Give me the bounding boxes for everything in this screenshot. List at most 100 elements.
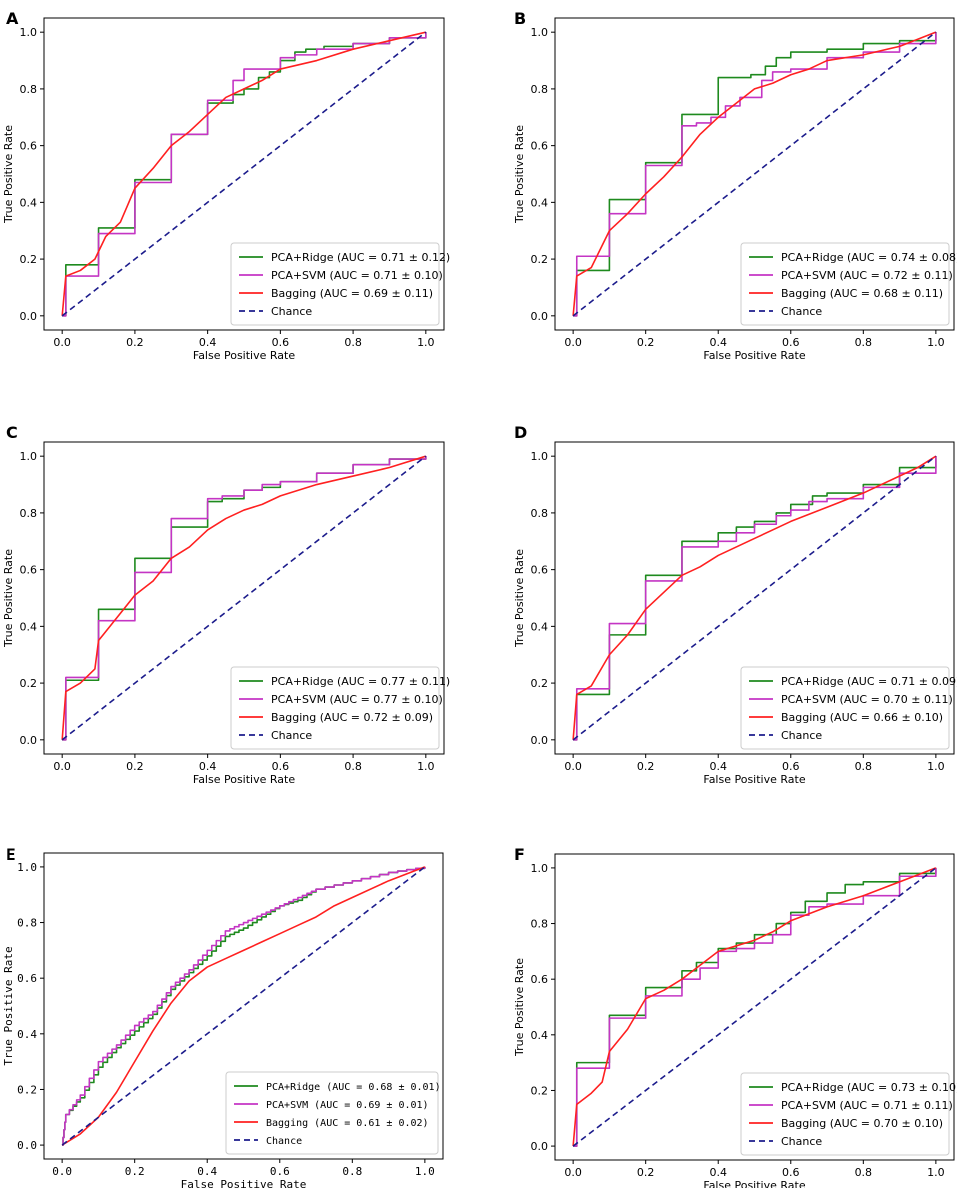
x-tick-label: 0.2 xyxy=(637,760,655,773)
legend-label: Bagging (AUC = 0.68 ± 0.11) xyxy=(781,287,943,300)
series-line-chance xyxy=(572,867,937,1147)
x-tick-label: 0.8 xyxy=(344,336,362,349)
y-tick-label: 0.6 xyxy=(20,140,38,153)
legend-box xyxy=(225,1071,439,1155)
panel-label: E xyxy=(6,845,16,864)
x-axis-label: False Positive Rate xyxy=(703,1179,805,1188)
series-line-magenta xyxy=(62,866,426,1146)
series-line-red xyxy=(572,867,937,1147)
x-tick-label: 0.8 xyxy=(855,336,873,349)
roc-panel-d: D 0.0 0.2 0.4 0.6 0.8 1.0 0.0 0.2 0.4 0.6 0.8 1.0 Fal… xyxy=(513,423,957,786)
y-tick-label: 0.2 xyxy=(531,1084,549,1097)
y-tick-label: 1.0 xyxy=(531,450,549,463)
legend-label: Chance xyxy=(266,1136,302,1147)
y-tick-label: 0.4 xyxy=(20,196,38,209)
y-tick-label: 0.0 xyxy=(20,734,38,747)
x-tick-label: 0.8 xyxy=(855,1166,873,1179)
legend-label: PCA+SVM (AUC = 0.71 ± 0.11) xyxy=(781,1099,953,1112)
axes-frame xyxy=(43,17,445,331)
y-tick-label: 1.0 xyxy=(17,861,37,874)
series-line-red xyxy=(61,866,426,1146)
x-tick-label: 0.6 xyxy=(782,760,800,773)
x-tick-label: 0.2 xyxy=(126,336,144,349)
y-tick-label: 1.0 xyxy=(531,862,549,875)
y-axis-label: True Positive Rate xyxy=(2,946,15,1065)
panel-label: A xyxy=(6,9,19,28)
legend-label: PCA+Ridge (AUC = 0.68 ± 0.01) xyxy=(266,1082,441,1093)
series-line-magenta xyxy=(573,867,937,1147)
x-tick-label: 1.0 xyxy=(927,1166,945,1179)
x-tick-label: 0.4 xyxy=(197,1165,217,1178)
x-tick-label: 1.0 xyxy=(415,1165,435,1178)
legend-label: Bagging (AUC = 0.69 ± 0.11) xyxy=(271,287,433,300)
x-tick-label: 1.0 xyxy=(417,336,435,349)
y-axis-label: True Positive Rate xyxy=(513,125,526,224)
x-axis-label: False Positive Rate xyxy=(193,349,295,362)
legend-label: PCA+Ridge (AUC = 0.71 ± 0.09) xyxy=(781,675,957,688)
y-axis-label: True Positive Rate xyxy=(513,958,526,1057)
series-line-green xyxy=(62,32,427,317)
legend-box xyxy=(230,666,440,750)
series-line-chance xyxy=(572,455,937,741)
y-tick-label: 0.0 xyxy=(531,1140,549,1153)
y-tick-label: 0.4 xyxy=(17,1028,37,1041)
series-line-red xyxy=(572,455,937,740)
y-tick-label: 0.2 xyxy=(17,1083,37,1096)
legend: PCA+Ridge (AUC = 0.73 ± 0.10) PCA+SVM (AU… xyxy=(740,1072,957,1156)
legend: PCA+Ridge (AUC = 0.68 ± 0.01) PCA+SVM (AU… xyxy=(225,1071,441,1155)
legend-label: Chance xyxy=(781,305,822,318)
series-line-green xyxy=(573,32,937,317)
series-line-chance xyxy=(61,455,427,741)
legend-label: PCA+SVM (AUC = 0.71 ± 0.10) xyxy=(271,269,443,282)
series-line-chance xyxy=(572,31,937,317)
series-line-red xyxy=(61,455,427,740)
legend-box xyxy=(740,242,950,326)
y-tick-label: 0.8 xyxy=(531,507,549,520)
roc-panel-e: E 0.0 0.2 0.4 0.6 0.8 1.0 0.0 0.2 0.4 0.6 0.8 1.0 Fal… xyxy=(2,845,444,1188)
panel-label: B xyxy=(514,9,526,28)
y-tick-label: 0.6 xyxy=(20,564,38,577)
axes-frame xyxy=(43,852,444,1160)
legend-box xyxy=(740,666,950,750)
series-line-red xyxy=(572,31,937,316)
axes-frame xyxy=(554,441,955,755)
legend-box xyxy=(740,1072,950,1156)
axes-frame xyxy=(554,853,955,1161)
x-tick-label: 0.2 xyxy=(126,760,144,773)
x-tick-label: 0.4 xyxy=(199,336,217,349)
y-tick-label: 0.4 xyxy=(531,1029,549,1042)
roc-panel-c: C 0.0 0.2 0.4 0.6 0.8 1.0 0.0 0.2 0.4 0.6 0.8 1.0 Fal… xyxy=(2,423,450,786)
y-tick-label: 0.6 xyxy=(531,973,549,986)
legend-label: PCA+Ridge (AUC = 0.77 ± 0.11) xyxy=(271,675,450,688)
x-axis-label: False Positive Rate xyxy=(703,349,805,362)
y-axis-label: True Positive Rate xyxy=(2,125,15,224)
legend-label: Bagging (AUC = 0.61 ± 0.02) xyxy=(266,1118,429,1129)
x-tick-label: 0.4 xyxy=(709,1166,727,1179)
legend-label: PCA+Ridge (AUC = 0.74 ± 0.08) xyxy=(781,251,957,264)
y-tick-label: 0.8 xyxy=(17,917,37,930)
legend-label: Chance xyxy=(271,305,312,318)
y-tick-label: 0.0 xyxy=(531,310,549,323)
x-tick-label: 0.8 xyxy=(344,760,362,773)
y-tick-label: 0.8 xyxy=(20,507,38,520)
roc-panel-a: A 0.0 0.2 0.4 0.6 0.8 1.0 0.0 0.2 0.4 0.6 0.8 1.0 Fal… xyxy=(2,9,450,362)
x-tick-label: 0.0 xyxy=(564,760,582,773)
y-tick-label: 0.2 xyxy=(531,253,549,266)
panel-label: F xyxy=(514,845,525,864)
legend-label: PCA+Ridge (AUC = 0.73 ± 0.10) xyxy=(781,1081,957,1094)
y-tick-label: 0.2 xyxy=(20,677,38,690)
x-tick-label: 1.0 xyxy=(417,760,435,773)
legend-label: PCA+SVM (AUC = 0.70 ± 0.11) xyxy=(781,693,953,706)
x-tick-label: 0.2 xyxy=(637,336,655,349)
y-tick-label: 0.6 xyxy=(531,564,549,577)
x-tick-label: 0.4 xyxy=(709,760,727,773)
y-tick-label: 0.2 xyxy=(20,253,38,266)
x-tick-label: 0.6 xyxy=(272,336,290,349)
y-tick-label: 0.2 xyxy=(531,677,549,690)
legend: PCA+Ridge (AUC = 0.71 ± 0.09) PCA+SVM (AU… xyxy=(740,666,957,750)
roc-panel-f: F 0.0 0.2 0.4 0.6 0.8 1.0 0.0 0.2 0.4 0.6 0.8 1.0 Fal… xyxy=(513,845,957,1188)
x-tick-label: 0.4 xyxy=(709,336,727,349)
x-tick-label: 0.6 xyxy=(270,1165,290,1178)
x-tick-label: 0.0 xyxy=(53,336,71,349)
x-axis-label: False Positive Rate xyxy=(181,1178,307,1188)
